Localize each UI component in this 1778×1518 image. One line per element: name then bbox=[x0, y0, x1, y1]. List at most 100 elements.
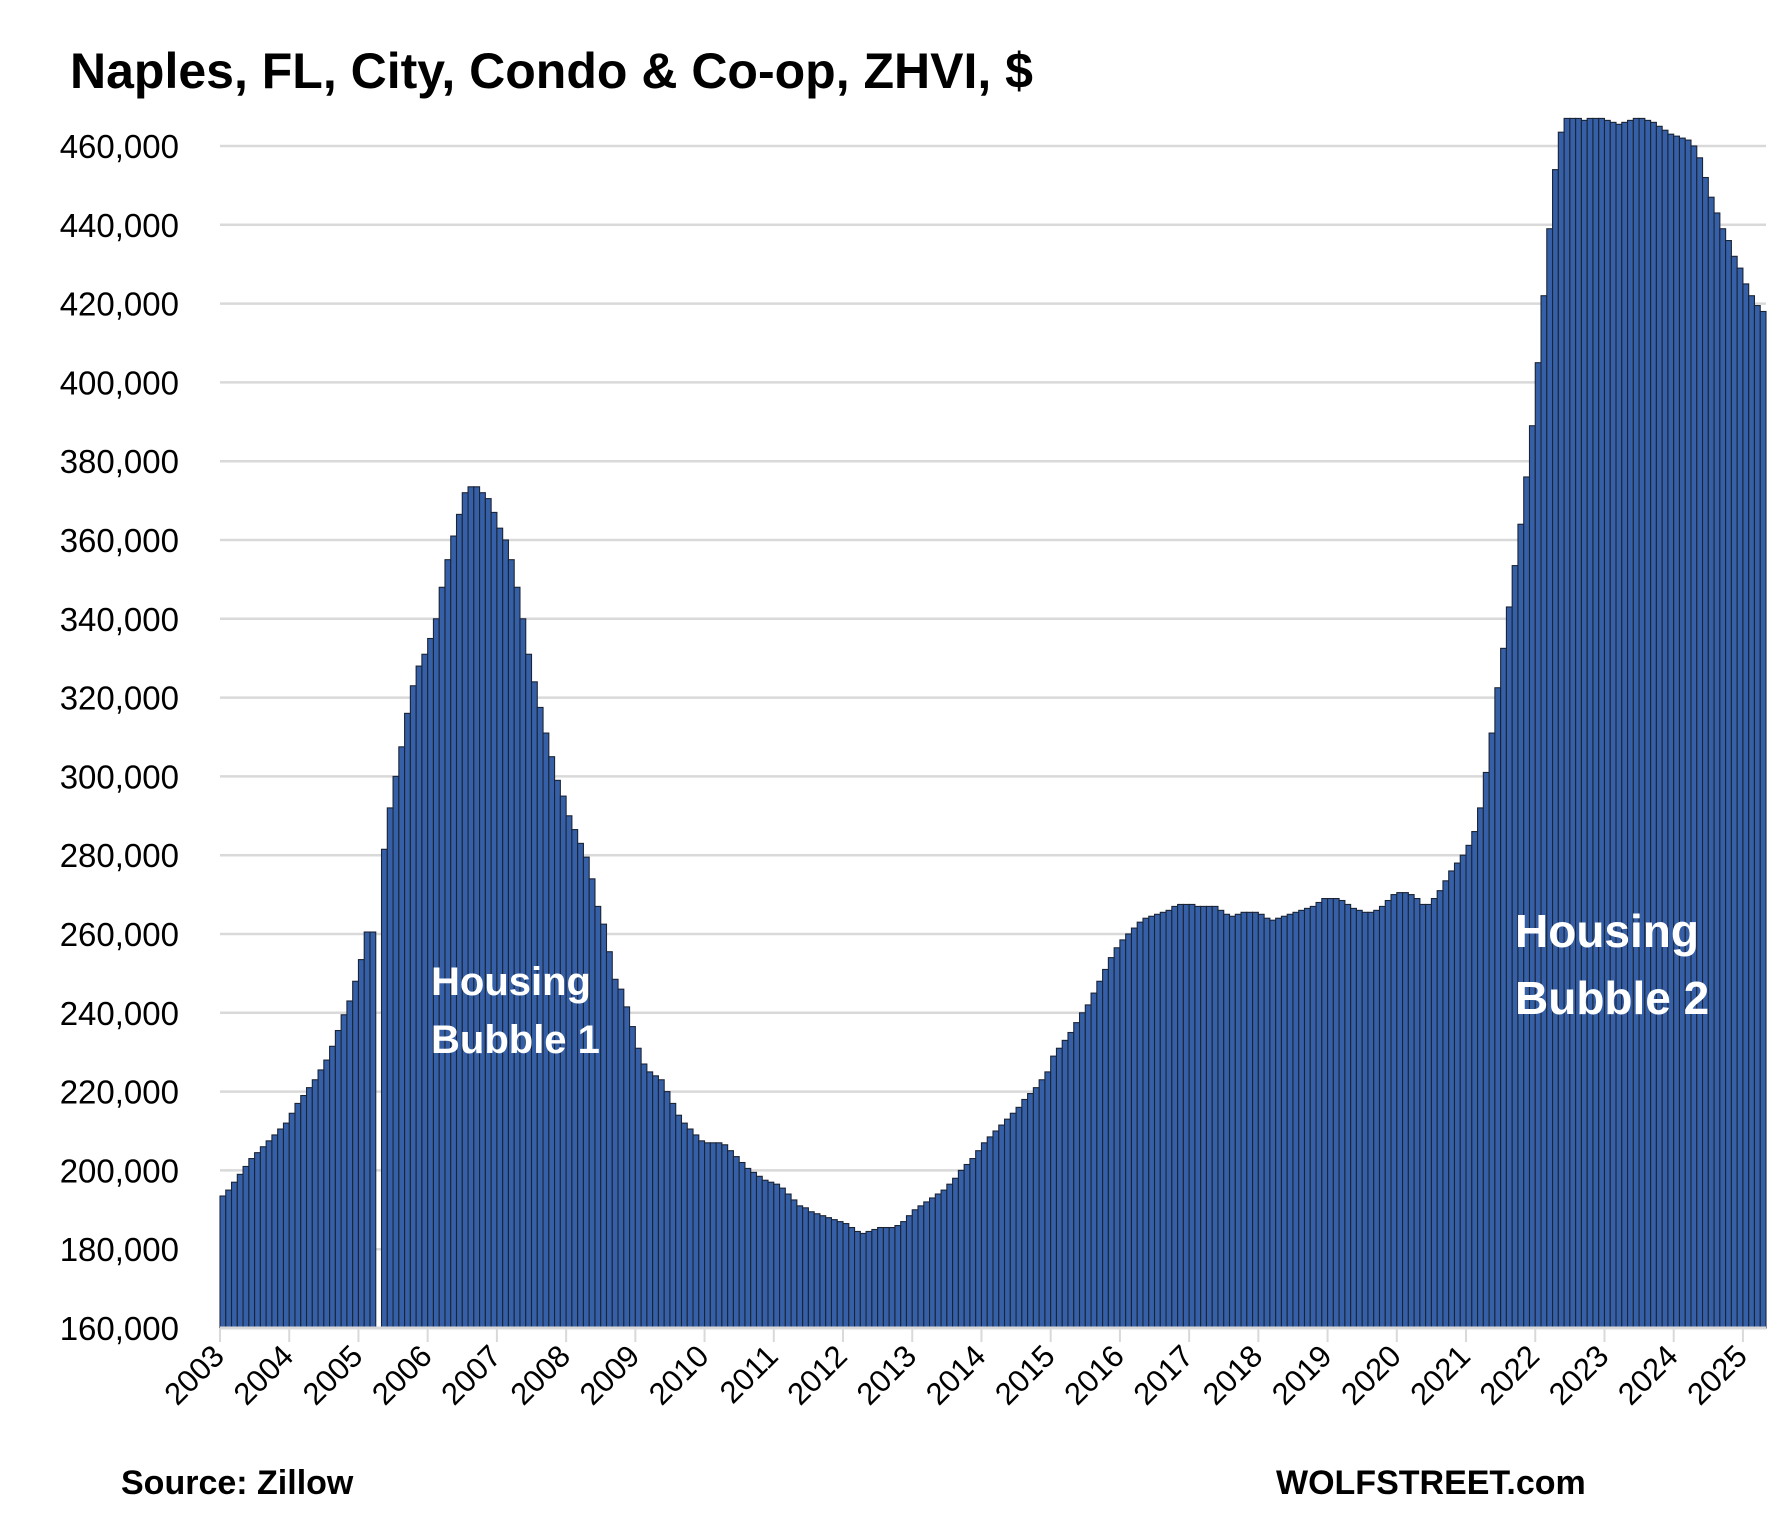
bar bbox=[1275, 917, 1282, 1329]
bar bbox=[248, 1158, 256, 1329]
bar bbox=[721, 1144, 729, 1329]
x-tick-label: 2023 bbox=[1542, 1338, 1616, 1412]
bar bbox=[1407, 894, 1415, 1329]
bar bbox=[1211, 905, 1219, 1329]
bar bbox=[230, 1181, 238, 1329]
bar bbox=[900, 1221, 908, 1329]
bar bbox=[305, 1087, 313, 1329]
y-tick-label: 240,000 bbox=[60, 995, 179, 1032]
y-tick-label: 200,000 bbox=[60, 1152, 179, 1189]
y-tick-label: 280,000 bbox=[60, 837, 179, 874]
bar bbox=[1713, 212, 1721, 1329]
bar bbox=[871, 1228, 879, 1329]
bar bbox=[998, 1124, 1006, 1329]
bar bbox=[1592, 117, 1600, 1329]
bar bbox=[1598, 117, 1606, 1329]
bar bbox=[369, 931, 377, 1329]
bar bbox=[911, 1209, 919, 1329]
bar bbox=[1748, 295, 1756, 1329]
annotation-bubble-2-line-2: Bubble 2 bbox=[1515, 972, 1709, 1024]
bar bbox=[1661, 129, 1669, 1329]
brand-label: WOLFSTREET.com bbox=[1276, 1464, 1586, 1502]
bar bbox=[415, 665, 423, 1329]
bar bbox=[1459, 854, 1467, 1329]
bar bbox=[1390, 894, 1398, 1329]
bar bbox=[1130, 927, 1138, 1329]
bar bbox=[946, 1183, 954, 1329]
bar bbox=[640, 1063, 648, 1329]
bar bbox=[767, 1181, 775, 1329]
x-tick-label: 2004 bbox=[227, 1338, 301, 1412]
bar bbox=[1655, 125, 1663, 1329]
bar bbox=[502, 539, 509, 1329]
bar bbox=[1488, 732, 1496, 1329]
bar bbox=[294, 1102, 302, 1329]
bar bbox=[963, 1163, 971, 1329]
bar bbox=[507, 559, 515, 1329]
bar bbox=[611, 978, 619, 1329]
bar bbox=[1725, 240, 1732, 1329]
bar bbox=[1696, 157, 1704, 1329]
bar bbox=[830, 1219, 838, 1329]
bar bbox=[634, 1047, 642, 1329]
x-tick-label: 2017 bbox=[1127, 1338, 1201, 1412]
bar bbox=[565, 815, 573, 1329]
bar bbox=[1673, 135, 1681, 1329]
bar bbox=[392, 775, 400, 1329]
bar bbox=[386, 807, 394, 1329]
x-tick-label: 2022 bbox=[1473, 1338, 1547, 1412]
bar bbox=[1142, 917, 1150, 1329]
bar bbox=[1396, 892, 1404, 1329]
bar bbox=[1534, 362, 1542, 1329]
bar bbox=[282, 1122, 290, 1329]
x-tick-label: 2019 bbox=[1265, 1338, 1339, 1412]
bar bbox=[1753, 305, 1761, 1329]
bar bbox=[311, 1079, 319, 1329]
bar bbox=[1136, 921, 1144, 1329]
bar bbox=[225, 1189, 233, 1329]
x-tick-label: 2009 bbox=[573, 1338, 647, 1412]
bar bbox=[1494, 687, 1502, 1329]
bar bbox=[1067, 1031, 1075, 1329]
bar bbox=[934, 1193, 942, 1329]
bar bbox=[732, 1156, 740, 1329]
bar bbox=[986, 1136, 994, 1329]
bar bbox=[1650, 121, 1657, 1329]
bar bbox=[352, 980, 359, 1329]
bar bbox=[380, 848, 388, 1329]
bar bbox=[617, 988, 625, 1329]
bar bbox=[588, 878, 596, 1329]
bar bbox=[1153, 913, 1161, 1329]
bar bbox=[1707, 196, 1715, 1329]
y-tick-label: 300,000 bbox=[60, 758, 179, 795]
bar bbox=[698, 1140, 706, 1329]
y-tick-label: 340,000 bbox=[60, 601, 179, 638]
bar bbox=[1205, 905, 1213, 1329]
x-tick-label: 2006 bbox=[365, 1338, 439, 1412]
bar bbox=[1402, 892, 1409, 1329]
bar bbox=[277, 1128, 285, 1329]
bar bbox=[1425, 903, 1432, 1329]
bar bbox=[461, 492, 469, 1329]
bar bbox=[842, 1223, 850, 1329]
bar bbox=[923, 1201, 931, 1329]
bar bbox=[1621, 121, 1629, 1329]
bar bbox=[1557, 131, 1565, 1329]
bar bbox=[1096, 980, 1104, 1329]
bar bbox=[859, 1232, 867, 1329]
bar bbox=[467, 486, 475, 1329]
bars bbox=[219, 117, 1767, 1329]
bar bbox=[1373, 909, 1381, 1329]
bar bbox=[1119, 939, 1127, 1329]
bar bbox=[669, 1102, 677, 1329]
bar bbox=[1107, 957, 1115, 1329]
bar bbox=[323, 1059, 331, 1329]
y-tick-label: 180,000 bbox=[60, 1231, 179, 1268]
bar bbox=[242, 1165, 250, 1329]
bar bbox=[1482, 771, 1490, 1329]
bar bbox=[1355, 909, 1363, 1329]
bar bbox=[398, 746, 406, 1329]
bar bbox=[1378, 905, 1386, 1329]
bar bbox=[1200, 905, 1207, 1329]
bar bbox=[1303, 907, 1311, 1329]
